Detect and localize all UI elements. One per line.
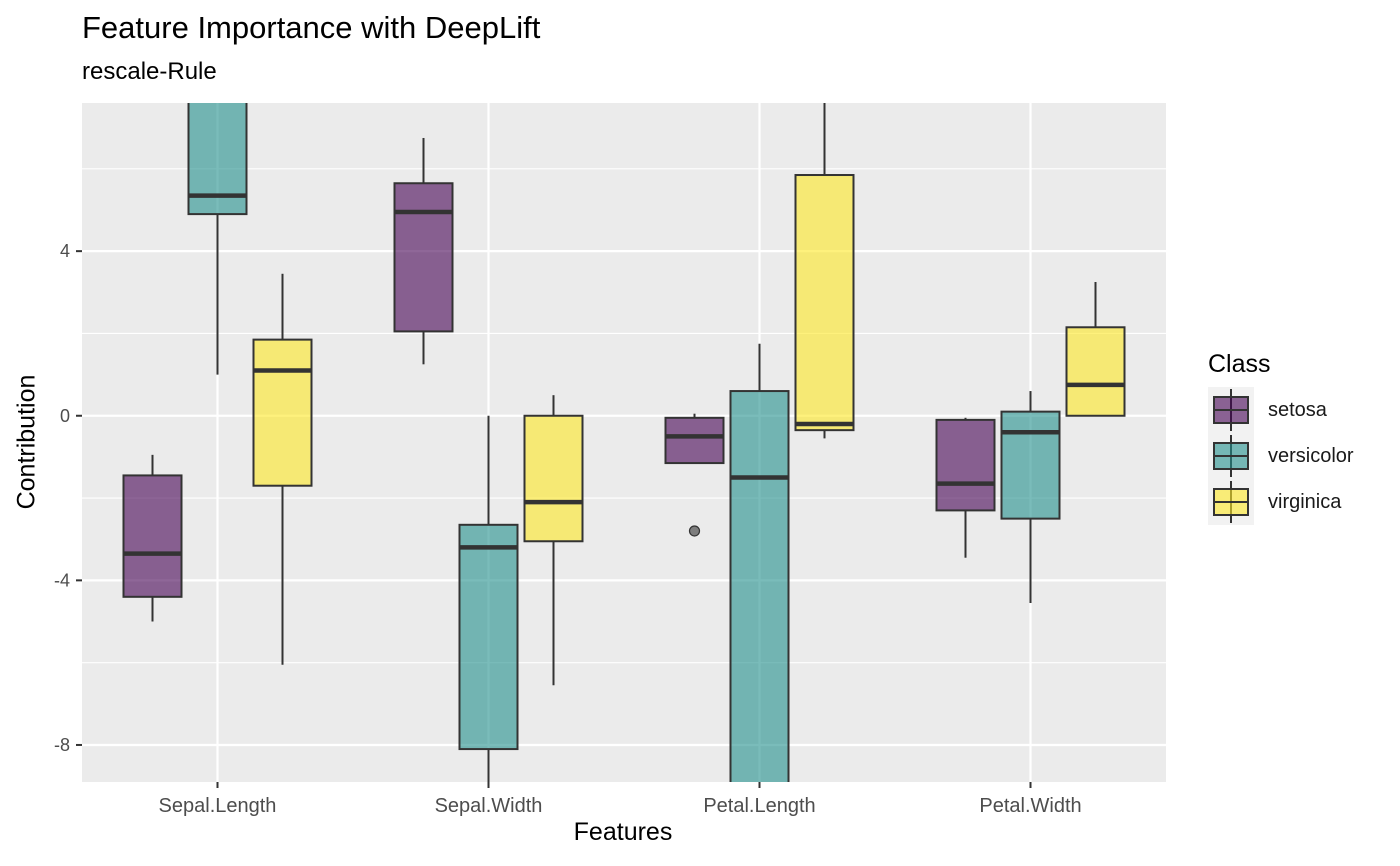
- box-virginica-sepal-width: [523, 395, 584, 686]
- legend-key-virginica: [1208, 479, 1254, 525]
- y-tick-label: 4: [60, 241, 70, 261]
- legend-title: Class: [1208, 350, 1271, 378]
- y-axis: -8 -4 0 4: [54, 241, 82, 755]
- box-body: [935, 418, 996, 512]
- x-tick-label: Sepal.Length: [159, 795, 277, 817]
- box-body: [393, 182, 454, 333]
- box-versicolor-petal-width: [1000, 391, 1061, 603]
- legend-swatch: [1213, 389, 1249, 431]
- y-tick-label: 0: [60, 406, 70, 426]
- box-setosa-petal-length: [664, 413, 725, 537]
- legend-label: setosa: [1268, 398, 1327, 421]
- boxplot-layer: [122, 103, 1126, 782]
- box-versicolor-sepal-length: [187, 103, 248, 375]
- box-versicolor-petal-length: [729, 343, 790, 782]
- x-tick-label: Petal.Length: [703, 795, 815, 817]
- box-body: [1000, 410, 1061, 520]
- box-body: [458, 523, 519, 751]
- box-setosa-sepal-width: [393, 137, 454, 365]
- legend-swatch: [1213, 481, 1249, 523]
- legend-item-setosa: setosa: [1208, 387, 1354, 433]
- box-setosa-sepal-length: [122, 454, 183, 622]
- legend: Class setosa versicolor virginica: [1208, 350, 1354, 525]
- box-virginica-petal-width: [1065, 282, 1126, 417]
- x-tick-label: Petal.Width: [979, 795, 1081, 817]
- outlier-point: [688, 525, 701, 537]
- legend-key-versicolor: [1208, 433, 1254, 479]
- legend-swatch: [1213, 435, 1249, 477]
- box-body: [122, 474, 183, 598]
- minor-gridlines: [82, 168, 1166, 664]
- box-versicolor-sepal-width: [458, 415, 519, 782]
- box-virginica-sepal-length: [252, 273, 313, 665]
- legend-item-versicolor: versicolor: [1208, 433, 1354, 479]
- box-setosa-petal-width: [935, 417, 996, 558]
- y-axis-label: Contribution: [12, 374, 41, 510]
- box-body: [523, 414, 584, 543]
- x-axis: Sepal.Length Sepal.Width Petal.Length Petal…: [159, 782, 1082, 817]
- box-body: [794, 174, 855, 432]
- box-body: [1065, 326, 1126, 417]
- y-tick-label: -4: [54, 570, 70, 590]
- box-virginica-petal-length: [794, 103, 855, 439]
- y-tick-label: -8: [54, 735, 70, 755]
- chart-title: Feature Importance with DeepLift: [82, 10, 541, 45]
- box-body: [252, 338, 313, 487]
- box-body: [664, 416, 725, 465]
- legend-key-setosa: [1208, 387, 1254, 433]
- legend-label: versicolor: [1268, 444, 1354, 467]
- x-axis-label: Features: [573, 818, 673, 846]
- legend-label: virginica: [1268, 490, 1342, 513]
- x-tick-label: Sepal.Width: [435, 795, 543, 817]
- box-body: [729, 390, 790, 782]
- legend-item-virginica: virginica: [1208, 479, 1354, 525]
- chart-subtitle: rescale-Rule: [82, 58, 217, 85]
